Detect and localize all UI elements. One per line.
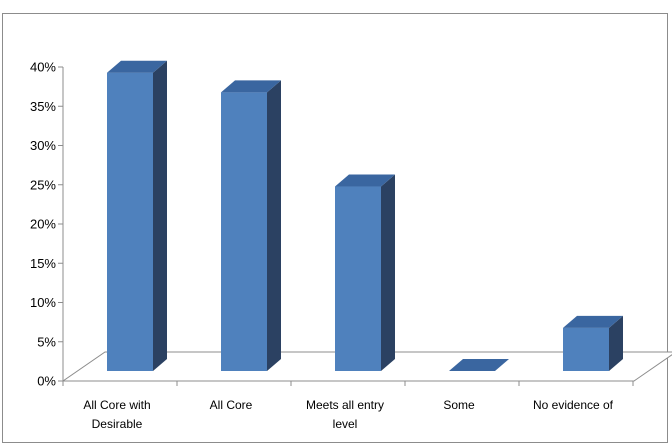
x-category-label: All Core with [83,398,150,412]
y-tick-label: 10% [30,295,56,310]
bar-front [563,327,609,371]
bar [107,60,167,371]
y-tick-label: 15% [30,256,56,271]
bar-top [221,80,281,93]
y-tick-label: 35% [30,99,56,114]
y-tick-label: 20% [30,217,56,232]
x-category-label: All Core [210,398,253,412]
x-category-label: Meets all entry [306,398,384,412]
bar [449,359,509,371]
y-tick-label: 40% [30,60,56,75]
x-category-label: Some [443,398,475,412]
bars-layer [107,60,623,371]
y-tick-label: 0% [37,374,56,389]
bar-side [153,60,167,371]
bar-front [335,186,381,371]
y-tick-label: 5% [37,334,56,349]
y-tick-label: 25% [30,177,56,192]
x-category-label: No evidence of [533,398,614,412]
bar [335,174,395,371]
bar-top [335,174,395,187]
bar-side [609,315,623,371]
x-category-label: Desirable [92,417,143,431]
bar-side [267,80,281,371]
bar-front [107,72,153,371]
x-category-label: level [333,417,358,431]
bar-front [221,92,267,371]
bar [563,315,623,371]
bar-top [449,359,509,371]
bar-top [107,60,167,73]
bar [221,80,281,371]
y-tick-label: 30% [30,138,56,153]
bar-top [563,315,623,328]
labels-layer: 0% 5% 10% 15% 20% 25% 30% 35% 40% All Core with De… [30,60,614,432]
bar-side [381,174,395,371]
